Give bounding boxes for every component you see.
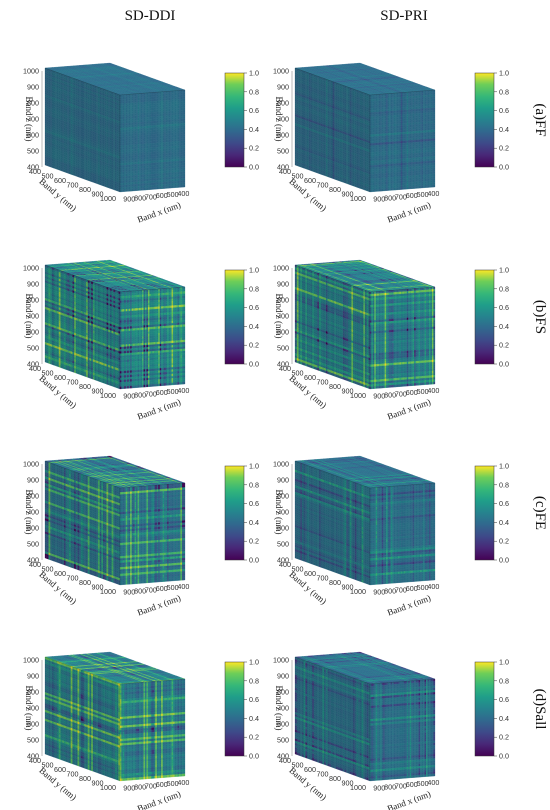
heatmap-cell	[121, 150, 122, 152]
heatmap-cell	[121, 119, 122, 121]
heatmap-cell	[121, 117, 122, 119]
column-title-sd-ddi: SD-DDI	[125, 8, 176, 24]
heatmap-cell	[98, 182, 100, 185]
heatmap-cell	[84, 177, 86, 180]
heatmap-cell	[74, 173, 76, 176]
heatmap-cell	[121, 172, 122, 174]
heatmap-cell	[121, 163, 122, 165]
heatmap-cell	[65, 170, 67, 173]
heatmap-cell	[81, 176, 83, 179]
heatmap-cell	[94, 181, 96, 184]
heatmap-cell	[115, 188, 117, 191]
heatmap-cell	[121, 106, 122, 108]
heatmap-cell	[45, 163, 47, 166]
heatmap-cell	[88, 178, 90, 181]
heatmap-cell	[121, 170, 122, 172]
heatmap-cell	[105, 184, 107, 187]
heatmap-cell	[110, 186, 112, 189]
heatmap-cell	[79, 175, 81, 178]
heatmap-cell	[108, 186, 110, 189]
heatmap-cell	[121, 123, 122, 125]
heatmap-cell	[121, 168, 122, 170]
heatmap-cell	[83, 176, 85, 179]
heatmap-cell	[72, 173, 74, 176]
heatmap-cell	[48, 164, 50, 167]
heatmap-cell	[76, 174, 78, 177]
heatmap-cell	[54, 166, 56, 169]
heatmap-cell	[121, 108, 122, 110]
heatmap-cell	[121, 126, 122, 128]
heatmap-cell	[121, 121, 122, 123]
heatmap-cell	[121, 115, 122, 117]
heatmap-cell	[121, 128, 122, 130]
heatmap-cell	[59, 168, 61, 171]
heatmap-cell	[62, 169, 64, 172]
heatmap-cell	[93, 180, 95, 183]
heatmap-cell	[121, 130, 122, 132]
heatmap-cell	[91, 179, 93, 182]
cube-face-right	[120, 90, 185, 192]
heatmap-cell	[69, 171, 71, 174]
heatmap-cell	[96, 181, 98, 184]
heatmap-cell	[121, 159, 122, 161]
heatmap-cell	[121, 139, 122, 141]
heatmap-cell	[121, 132, 122, 134]
heatmap-cell	[121, 148, 122, 150]
heatmap-cell	[55, 166, 57, 169]
heatmap-cell	[60, 168, 62, 171]
heatmap-cell	[121, 161, 122, 163]
heatmap-cell	[121, 101, 122, 103]
heatmap-cell	[113, 187, 115, 190]
heatmap-cell	[121, 104, 122, 106]
heatmap-cell	[121, 134, 122, 136]
heatmap-cell	[50, 165, 52, 168]
heatmap-cell	[103, 184, 105, 187]
heatmap-cell	[121, 143, 122, 145]
heatmap-cell	[57, 167, 59, 170]
heatmap-cell	[111, 187, 113, 190]
heatmap-cell	[47, 163, 49, 166]
column-title-sd-pri: SD-PRI	[380, 8, 428, 24]
heatmap-cell	[121, 165, 122, 167]
heatmap-cell	[89, 179, 91, 182]
heatmap-cell	[106, 185, 108, 188]
heatmap-cell	[100, 182, 102, 185]
heatmap-cell	[52, 165, 54, 168]
heatmap-cell	[121, 110, 122, 112]
heatmap-cell	[86, 178, 88, 181]
heatmap-cell	[77, 174, 79, 177]
heatmap-cell	[121, 99, 122, 101]
heatmap-cell	[121, 145, 122, 147]
heatmap-cell	[121, 137, 122, 139]
heatmap-cell	[121, 141, 122, 143]
heatmap-cell	[71, 172, 73, 175]
heatmap-cell	[121, 112, 122, 114]
heatmap-cell	[121, 154, 122, 156]
heatmap-cell	[121, 152, 122, 154]
heatmap-cell	[101, 183, 103, 186]
heatmap-cell	[121, 157, 122, 159]
heatmap-cell	[121, 97, 122, 99]
heatmap-cell	[67, 171, 69, 174]
heatmap-cell	[64, 170, 66, 173]
heatmap-cell	[117, 189, 119, 192]
heatmap-cell	[121, 174, 122, 176]
